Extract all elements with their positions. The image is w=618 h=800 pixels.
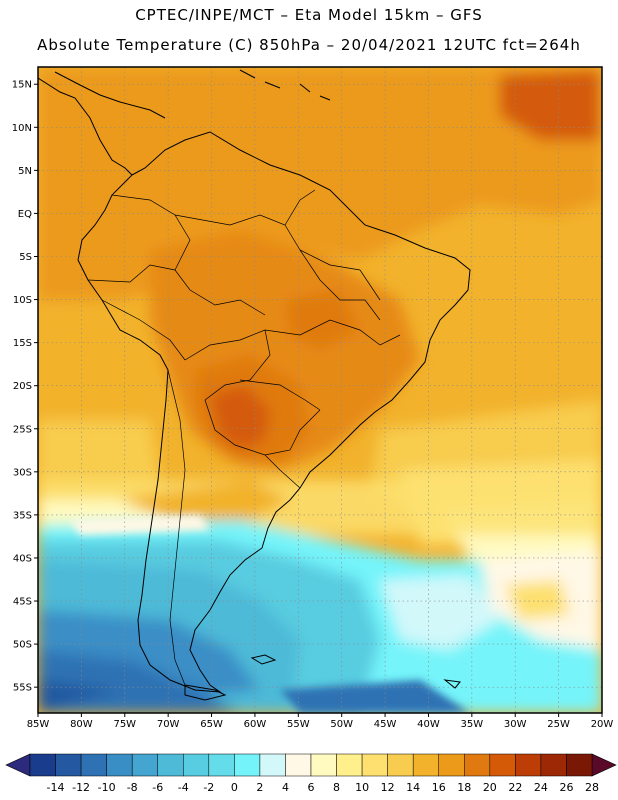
colorbar-label: -12 [72,781,90,794]
colorbar-swatch [157,753,184,777]
colorbar-swatch [259,753,286,777]
colorbar-label: 18 [457,781,471,794]
colorbar-label: 20 [483,781,497,794]
longitude-label: 65W [200,719,223,730]
colorbar-label: -2 [203,781,214,794]
latitude-label: 45S [13,597,32,608]
colorbar-swatch [55,753,82,777]
colorbar-swatch [361,753,388,777]
latitude-label: EQ [18,209,32,220]
colorbar-label: 8 [333,781,340,794]
colorbar-label: 16 [432,781,446,794]
latitude-label: 25S [13,424,32,435]
colorbar-label: -10 [98,781,116,794]
colorbar-label: 24 [534,781,548,794]
map-frame [37,66,603,714]
colorbar-label: 10 [355,781,369,794]
temperature-colorbar: -14 -12 -10 -8 -6 -4 -2 0 2 4 6 8 10 12 14 16 18 20 22 24 26… [5,753,617,794]
longitude-label: 55W [287,719,310,730]
colorbar-label: -8 [127,781,138,794]
colorbar-label: 28 [585,781,599,794]
map-title-model: CPTEC/INPE/MCT – Eta Model 15km – GFS [135,6,483,24]
longitude-label: 70W [157,719,180,730]
latitude-label: 15N [12,80,32,91]
colorbar-label: 26 [559,781,573,794]
colorbar-label: 12 [381,781,395,794]
latitude-label: 10S [13,295,32,306]
colorbar-swatch [464,753,491,777]
longitude-label: 50W [330,719,353,730]
colorbar-swatch [310,753,337,777]
colorbar-swatch [489,753,516,777]
longitude-label: 40W [417,719,440,730]
latitude-label: 15S [13,338,32,349]
latitude-label: 30S [13,467,32,478]
latitude-label: 55S [13,683,32,694]
colorbar-label: 22 [508,781,522,794]
colorbar-swatch [438,753,465,777]
colorbar-swatch [412,753,439,777]
latitude-label: 5S [19,252,32,263]
colorbar-swatch [183,753,210,777]
latitude-label: 10N [12,123,32,134]
latitude-label: 35S [13,510,32,521]
colorbar-swatch [29,753,56,777]
temperature-field [38,67,602,713]
colorbar-swatch [131,753,158,777]
colorbar-swatch [566,753,593,777]
latitude-label: 50S [13,640,32,651]
latitude-label: 40S [13,553,32,564]
latitude-label: 5N [18,166,32,177]
colorbar-swatch [387,753,414,777]
colorbar-high-arrow [591,753,617,777]
longitude-axis: 85W 80W 75W 70W 65W 60W 55W 50W 45W 40W 35W 30W 25W 2… [27,713,614,730]
country-borders [87,189,401,686]
colorbar-swatch [336,753,363,777]
colorbar-swatch [285,753,312,777]
colorbar-label: -6 [152,781,163,794]
longitude-label: 25W [547,719,570,730]
latitude-label: 20S [13,381,32,392]
colorbar-label: 4 [282,781,289,794]
colorbar-swatch [208,753,235,777]
colorbar-swatch [234,753,261,777]
longitude-label: 85W [27,719,50,730]
colorbar-label: 2 [256,781,263,794]
longitude-label: 35W [461,719,484,730]
map-title-field: Absolute Temperature (C) 850hPa – 20/04/… [37,36,581,54]
colorbar-swatch [106,753,133,777]
colorbar-label: 6 [308,781,315,794]
longitude-label: 60W [244,719,267,730]
longitude-label: 20W [591,719,614,730]
longitude-label: 45W [374,719,397,730]
colorbar-swatch [80,753,107,777]
colorbar-label: 14 [406,781,420,794]
colorbar-label: -4 [178,781,189,794]
colorbar-swatch [515,753,542,777]
longitude-label: 80W [70,719,93,730]
colorbar-label: -14 [47,781,65,794]
coastline [38,69,471,701]
latitude-axis: 15N 10N 5N EQ 5S 10S 15S 20S 25S 30S 35S 40S 45S 50S 5… [12,80,38,694]
longitude-label: 75W [113,719,136,730]
colorbar-low-arrow [5,753,31,777]
colorbar-label: 0 [231,781,238,794]
longitude-label: 30W [504,719,527,730]
colorbar-swatch [540,753,567,777]
